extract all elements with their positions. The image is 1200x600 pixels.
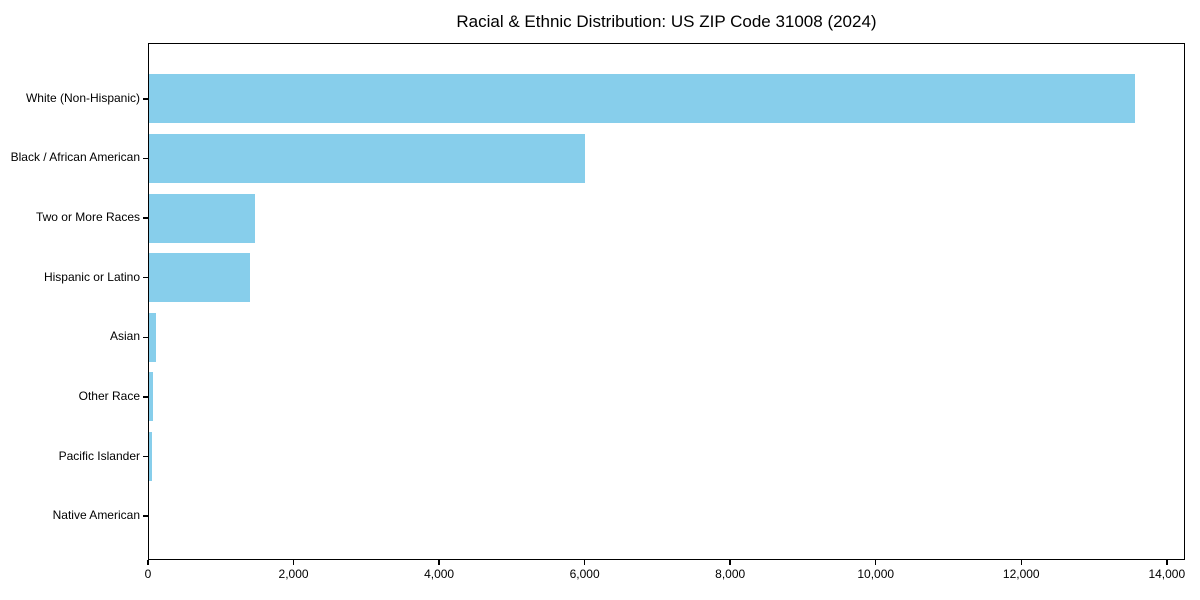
x-axis-tick-label: 2,000 xyxy=(278,567,309,581)
x-axis-tick-mark xyxy=(1020,560,1022,565)
y-axis-tick xyxy=(143,396,148,398)
bar xyxy=(149,372,154,422)
bar xyxy=(149,253,250,303)
bar xyxy=(149,133,585,183)
y-axis-tick xyxy=(143,98,148,100)
x-axis-tick-label: 12,000 xyxy=(1002,567,1040,581)
x-axis-tick-mark xyxy=(874,560,877,565)
y-axis-label: Native American xyxy=(52,508,140,523)
y-axis-tick xyxy=(143,217,148,219)
y-axis-label: Black / African American xyxy=(10,150,140,165)
x-axis-tick-mark xyxy=(292,560,295,565)
y-axis-label: Two or More Races xyxy=(35,210,140,225)
plot-area xyxy=(143,43,1185,560)
bar xyxy=(149,74,1136,124)
chart-title: Racial & Ethnic Distribution: US ZIP Cod… xyxy=(456,12,877,31)
x-axis-tick-mark xyxy=(1166,560,1168,565)
y-axis-label: Asian xyxy=(109,329,140,344)
x-axis-tick-label: 0 xyxy=(144,567,152,581)
y-axis-label: Hispanic or Latino xyxy=(43,269,140,284)
x-axis-tick-mark xyxy=(729,560,731,565)
y-axis-labels: White (Non-Hispanic) Black / African Amer… xyxy=(0,43,140,560)
x-axis: 0 2,000 4,000 6,000 8,000 10,000 12,000 14,000 xyxy=(144,560,1186,590)
y-axis-tick xyxy=(143,276,148,279)
y-axis-label: Other Race xyxy=(78,388,140,403)
y-axis-label: White (Non-Hispanic) xyxy=(25,90,140,105)
bar xyxy=(149,432,152,482)
x-axis-tick-label: 4,000 xyxy=(424,567,455,581)
bar xyxy=(149,193,256,243)
y-axis-tick xyxy=(143,157,148,160)
y-axis-tick xyxy=(143,455,148,458)
x-axis-tick-label: 6,000 xyxy=(569,567,600,581)
x-axis-tick-mark xyxy=(438,560,440,565)
x-axis-tick-label: 14,000 xyxy=(1148,567,1186,581)
x-axis-tick-label: 8,000 xyxy=(715,567,746,581)
x-axis-tick-mark xyxy=(147,560,149,565)
y-axis-tick xyxy=(143,515,148,517)
x-axis-tick-label: 10,000 xyxy=(857,567,895,581)
bar xyxy=(149,312,156,362)
y-axis-label: Pacific Islander xyxy=(58,448,140,463)
y-axis-tick xyxy=(143,336,148,339)
x-axis-tick-mark xyxy=(583,560,586,565)
